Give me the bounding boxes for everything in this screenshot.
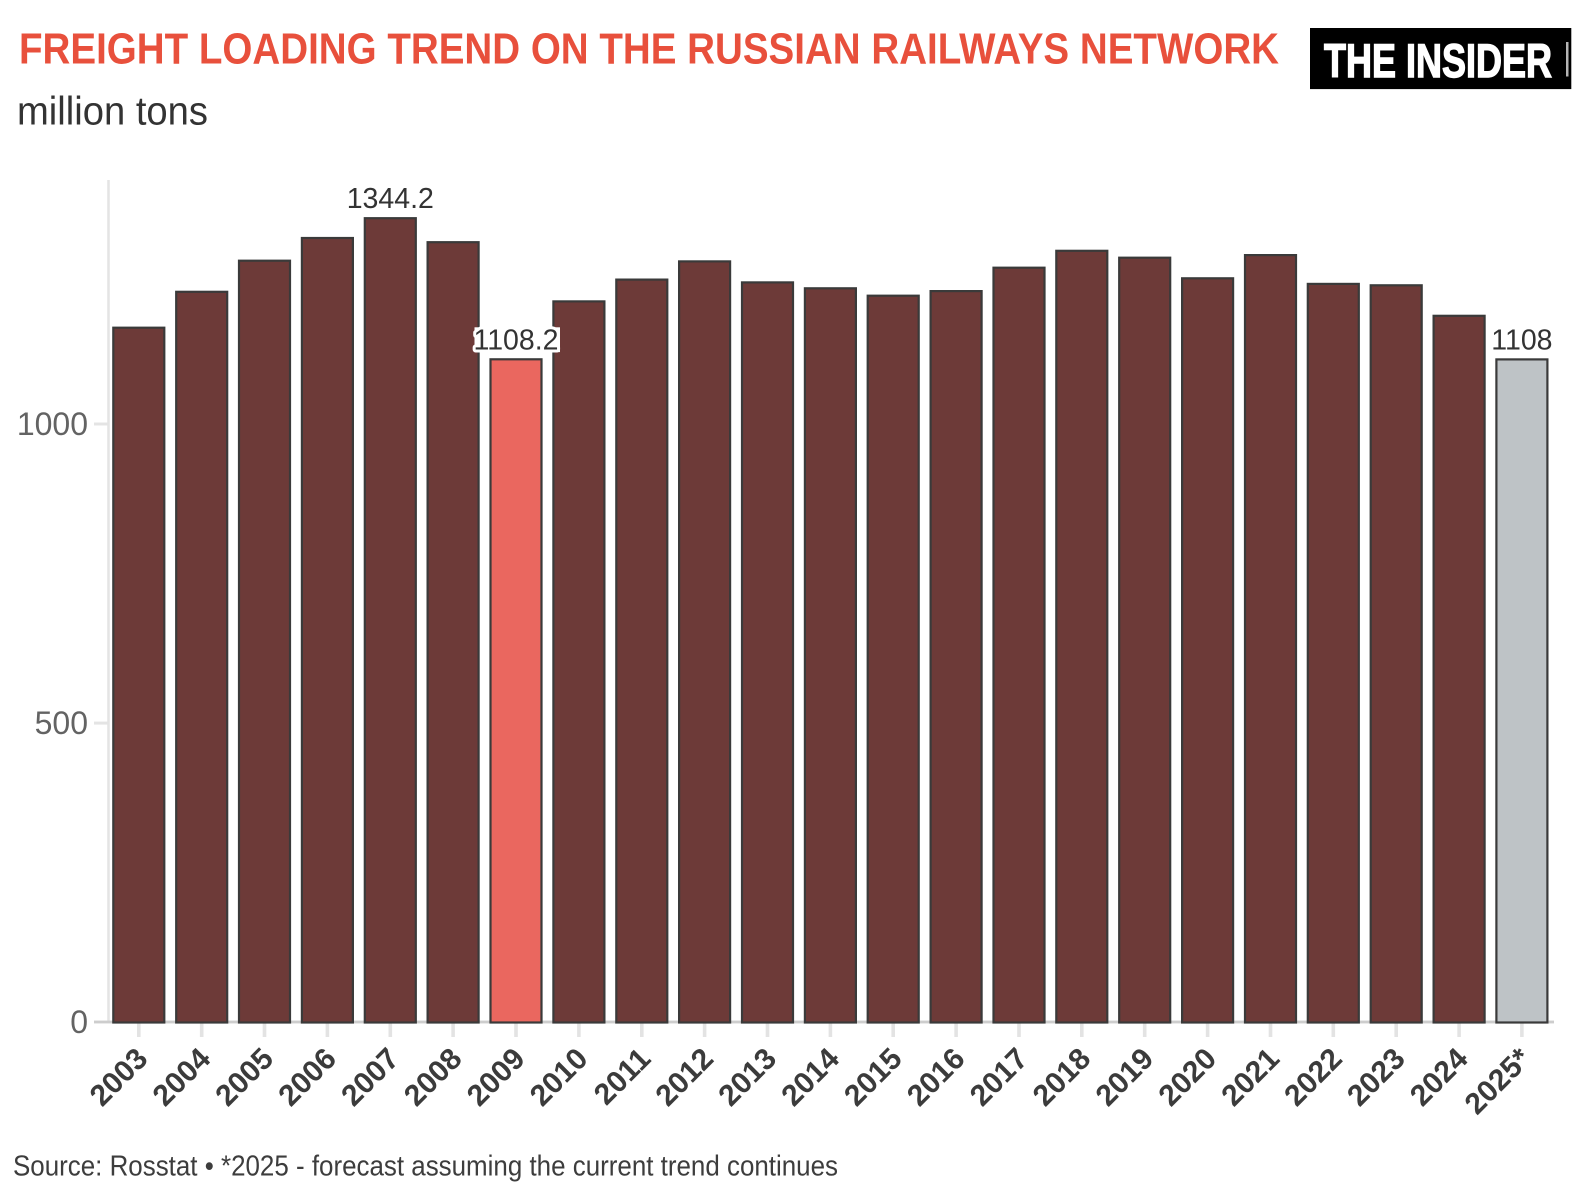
- svg-text:1000: 1000: [17, 406, 88, 442]
- svg-text:THE INSIDER: THE INSIDER: [1324, 34, 1552, 87]
- svg-text:FREIGHT LOADING TREND ON THE R: FREIGHT LOADING TREND ON THE RUSSIAN RAI…: [19, 25, 1279, 74]
- svg-text:1108: 1108: [1491, 324, 1552, 356]
- svg-text:0: 0: [70, 1004, 88, 1040]
- svg-text:1344.2: 1344.2: [347, 183, 434, 215]
- svg-text:1108.2: 1108.2: [473, 324, 558, 356]
- svg-text:Source: Rosstat • *2025 - fore: Source: Rosstat • *2025 - forecast assum…: [13, 1150, 838, 1182]
- svg-text:million tons: million tons: [17, 90, 208, 134]
- svg-text:500: 500: [35, 705, 88, 741]
